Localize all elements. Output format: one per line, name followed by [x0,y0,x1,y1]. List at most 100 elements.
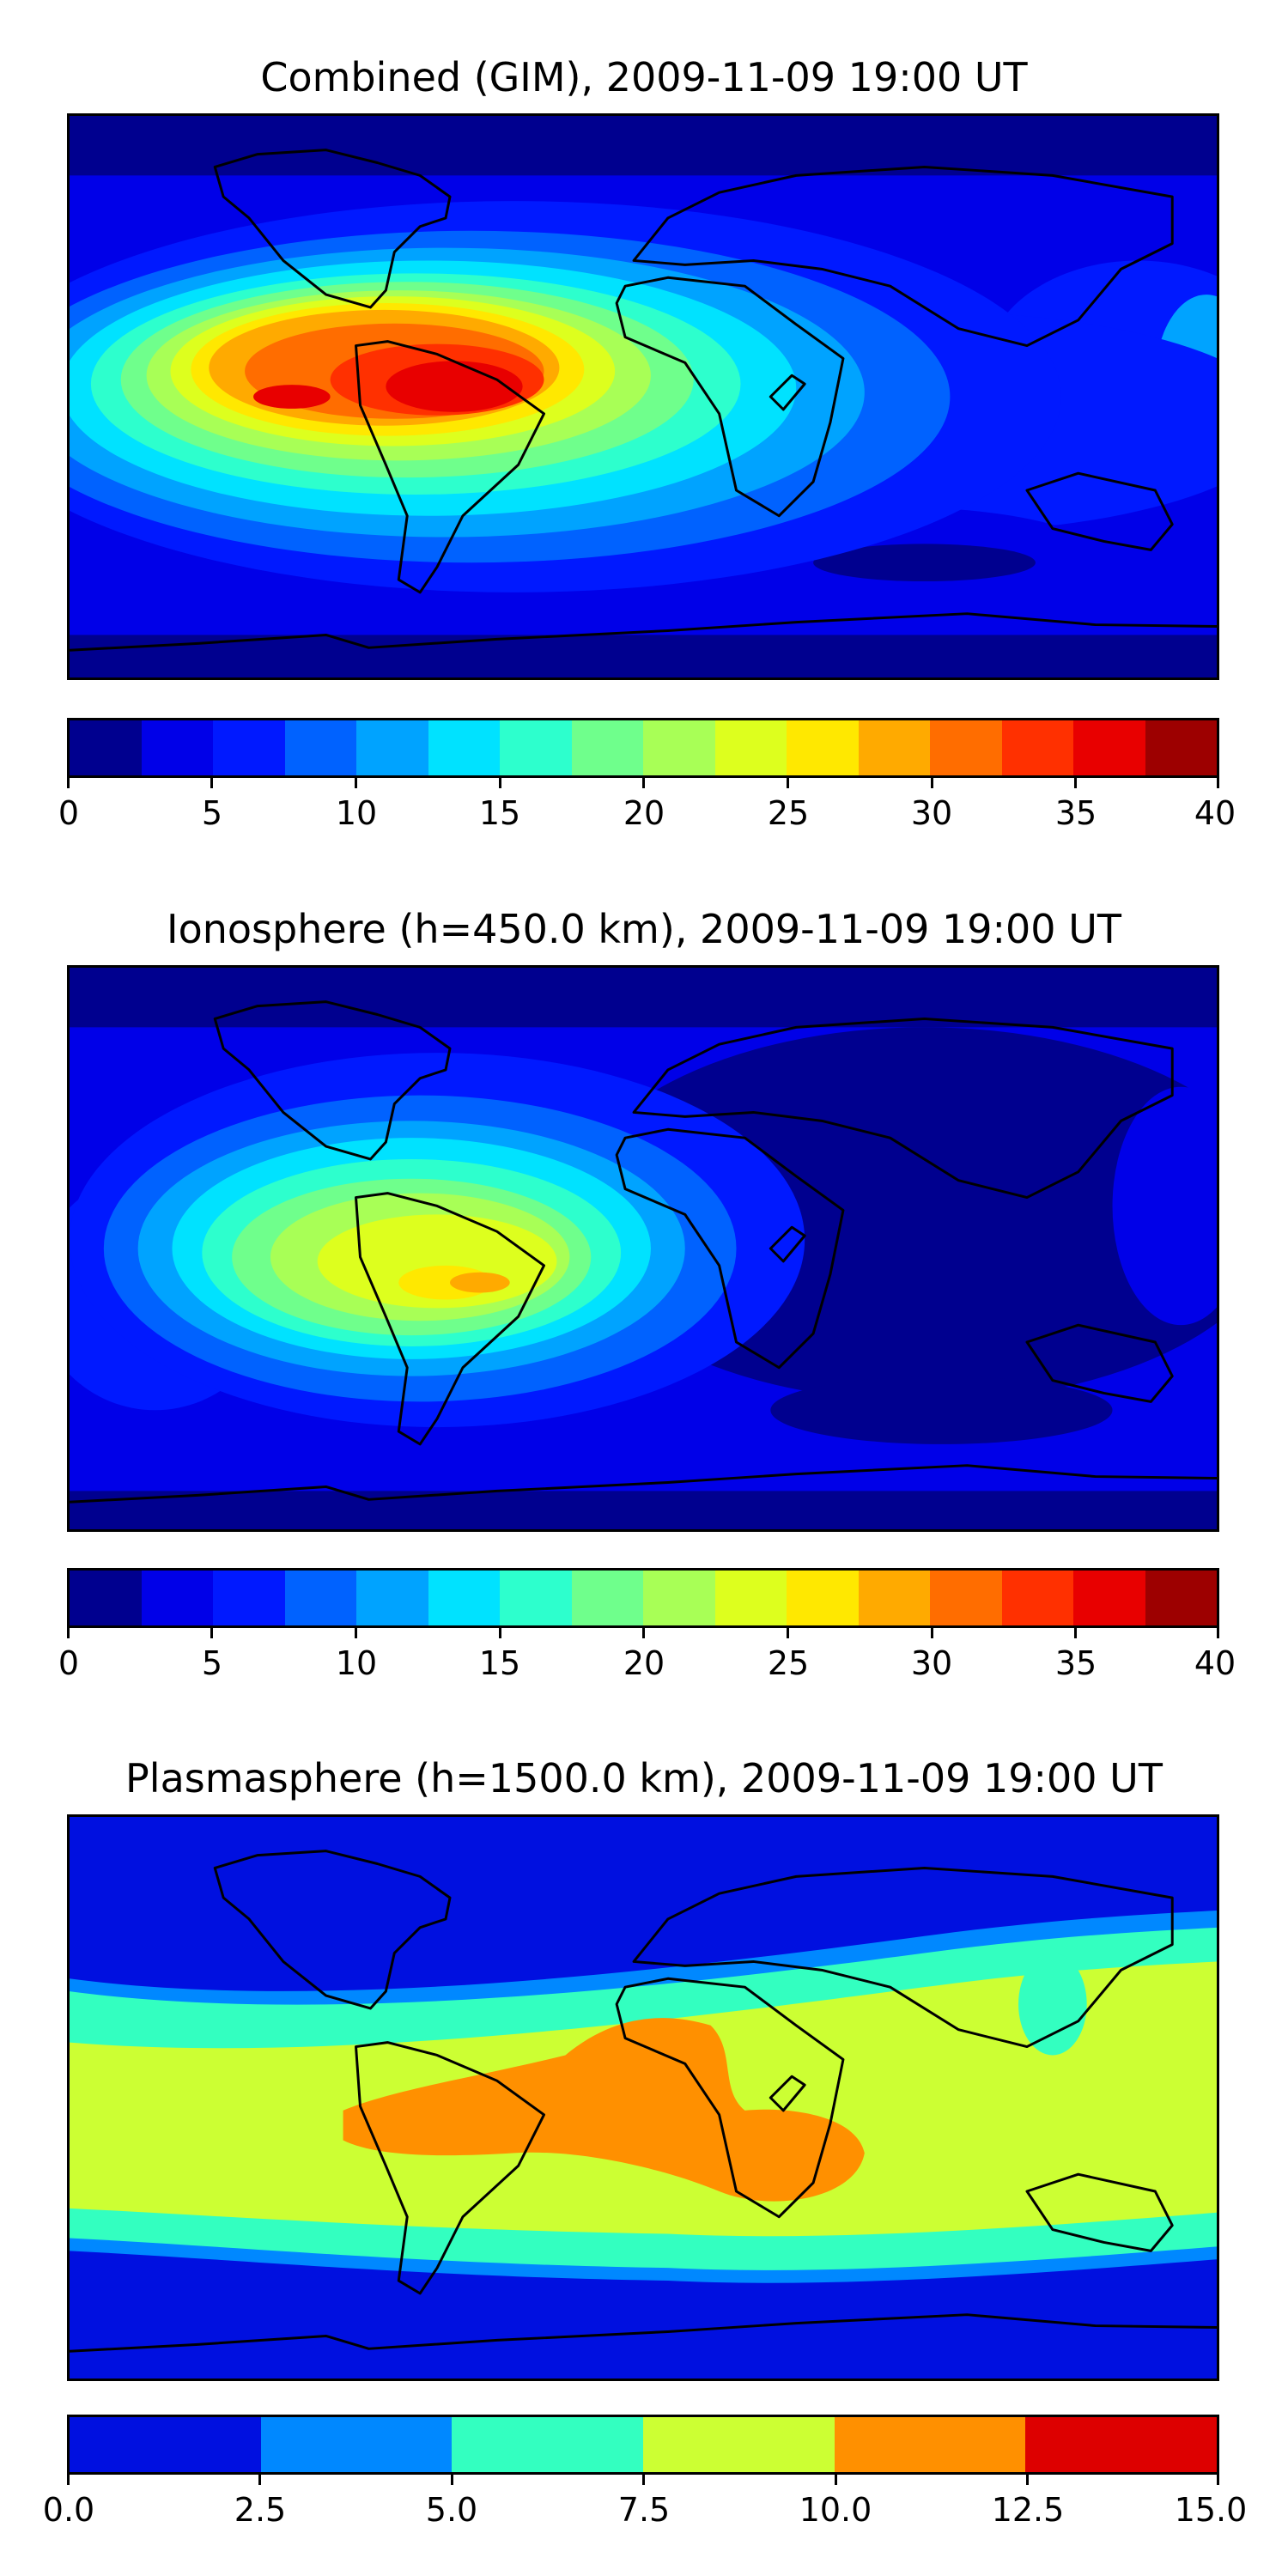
colorbar-tick-label: 15.0 [1174,2491,1248,2529]
colorbar-segment [1001,1571,1073,1625]
colorbar-segment [834,2417,1026,2472]
colorbar-tick [451,2475,453,2485]
colorbar-tick [1217,1628,1219,1638]
colorbar-segment [858,720,930,775]
colorbar-segment [500,1571,572,1625]
tec-contour-map [70,116,1217,677]
colorbar-segment [1145,1571,1217,1625]
colorbar-tick-label: 10.0 [799,2491,872,2529]
colorbar-segment [714,1571,787,1625]
colorbar-segment [284,1571,356,1625]
colorbar-segment [787,1571,859,1625]
colorbar-tick [1217,2475,1219,2485]
colorbar-segment [1073,1571,1145,1625]
colorbar-tick [1074,1628,1077,1638]
colorbar-tick [1217,778,1219,788]
colorbar-tick-label: 25 [767,1644,810,1682]
colorbar-tick [67,1628,70,1638]
colorbar-segment [284,720,356,775]
colorbar-segment [930,720,1002,775]
panel-title: Plasmasphere (h=1500.0 km), 2009-11-09 1… [125,1755,1163,1801]
tec-contour-map [70,1817,1217,2379]
colorbar-ionosphere [67,1568,1219,1628]
colorbar-segment [643,1571,715,1625]
colorbar-tick-label: 30 [910,794,953,832]
colorbar-tick [835,2475,837,2485]
colorbar-tick-label: 10 [335,1644,378,1682]
colorbar-segment [70,1571,142,1625]
colorbar-plasmasphere [67,2415,1219,2475]
colorbar-tick [642,778,645,788]
colorbar-segment [356,1571,428,1625]
colorbar-segment [643,2417,835,2472]
panel-title: Ionosphere (h=450.0 km), 2009-11-09 19:0… [167,906,1121,952]
colorbar-tick-label: 5 [201,1644,223,1682]
colorbar-tick-label: 30 [910,1644,953,1682]
colorbar-tick-label: 0 [58,1644,80,1682]
colorbar-tick-label: 20 [623,1644,665,1682]
tec-map-combined [67,113,1219,680]
colorbar-tick [787,1628,789,1638]
colorbar-tick [210,1628,213,1638]
tec-contour-map [70,968,1217,1529]
colorbar-tick-label: 40 [1194,1644,1236,1682]
colorbar-segment [571,1571,643,1625]
colorbar-tick-label: 40 [1194,794,1236,832]
colorbar-tick-label: 0.0 [42,2491,95,2529]
colorbar-segment [1145,720,1217,775]
colorbar-segment [260,2417,453,2472]
colorbar-tick-label: 12.5 [991,2491,1065,2529]
colorbar-tick-label: 2.5 [234,2491,287,2529]
panel-title: Combined (GIM), 2009-11-09 19:00 UT [260,54,1028,100]
colorbar-tick-label: 35 [1054,1644,1097,1682]
colorbar-tick-label: 20 [623,794,665,832]
colorbar-tick-label: 15 [478,794,521,832]
colorbar-tick [355,778,357,788]
colorbar-tick [931,778,933,788]
colorbar-segment [213,720,285,775]
colorbar-tick [499,778,501,788]
colorbar-tick-label: 25 [767,794,810,832]
colorbar-tick [1074,778,1077,788]
colorbar-combined [67,718,1219,778]
colorbar-tick [258,2475,261,2485]
colorbar-segment [1001,720,1073,775]
colorbar-segment [643,720,715,775]
colorbar-tick-label: 5.0 [425,2491,478,2529]
colorbar-tick-label: 35 [1054,794,1097,832]
colorbar-tick-label: 7.5 [617,2491,671,2529]
colorbar-segment [428,1571,500,1625]
colorbar-tick-label: 15 [478,1644,521,1682]
colorbar-segment [428,720,500,775]
colorbar-tick [642,2475,645,2485]
colorbar-tick-label: 10 [335,794,378,832]
colorbar-tick [210,778,213,788]
colorbar-segment [141,720,213,775]
colorbar-segment [500,720,572,775]
colorbar-segment [571,720,643,775]
colorbar-tick [787,778,789,788]
colorbar-segment [858,1571,930,1625]
colorbar-tick [67,2475,70,2485]
colorbar-segment [1025,2417,1218,2472]
colorbar-segment [213,1571,285,1625]
colorbar-segment [714,720,787,775]
colorbar-tick [67,778,70,788]
colorbar-tick-label: 5 [201,794,223,832]
colorbar-tick [355,1628,357,1638]
colorbar-segment [930,1571,1002,1625]
colorbar-segment [1073,720,1145,775]
colorbar-segment [70,720,142,775]
colorbar-tick-label: 0 [58,794,80,832]
colorbar-segment [356,720,428,775]
colorbar-segment [70,2417,261,2472]
colorbar-tick [499,1628,501,1638]
colorbar-segment [141,1571,213,1625]
tec-map-ionosphere [67,965,1219,1532]
colorbar-tick [1026,2475,1029,2485]
tec-map-plasmasphere [67,1814,1219,2381]
colorbar-tick [931,1628,933,1638]
colorbar-segment [452,2417,644,2472]
colorbar-tick [642,1628,645,1638]
colorbar-segment [787,720,859,775]
